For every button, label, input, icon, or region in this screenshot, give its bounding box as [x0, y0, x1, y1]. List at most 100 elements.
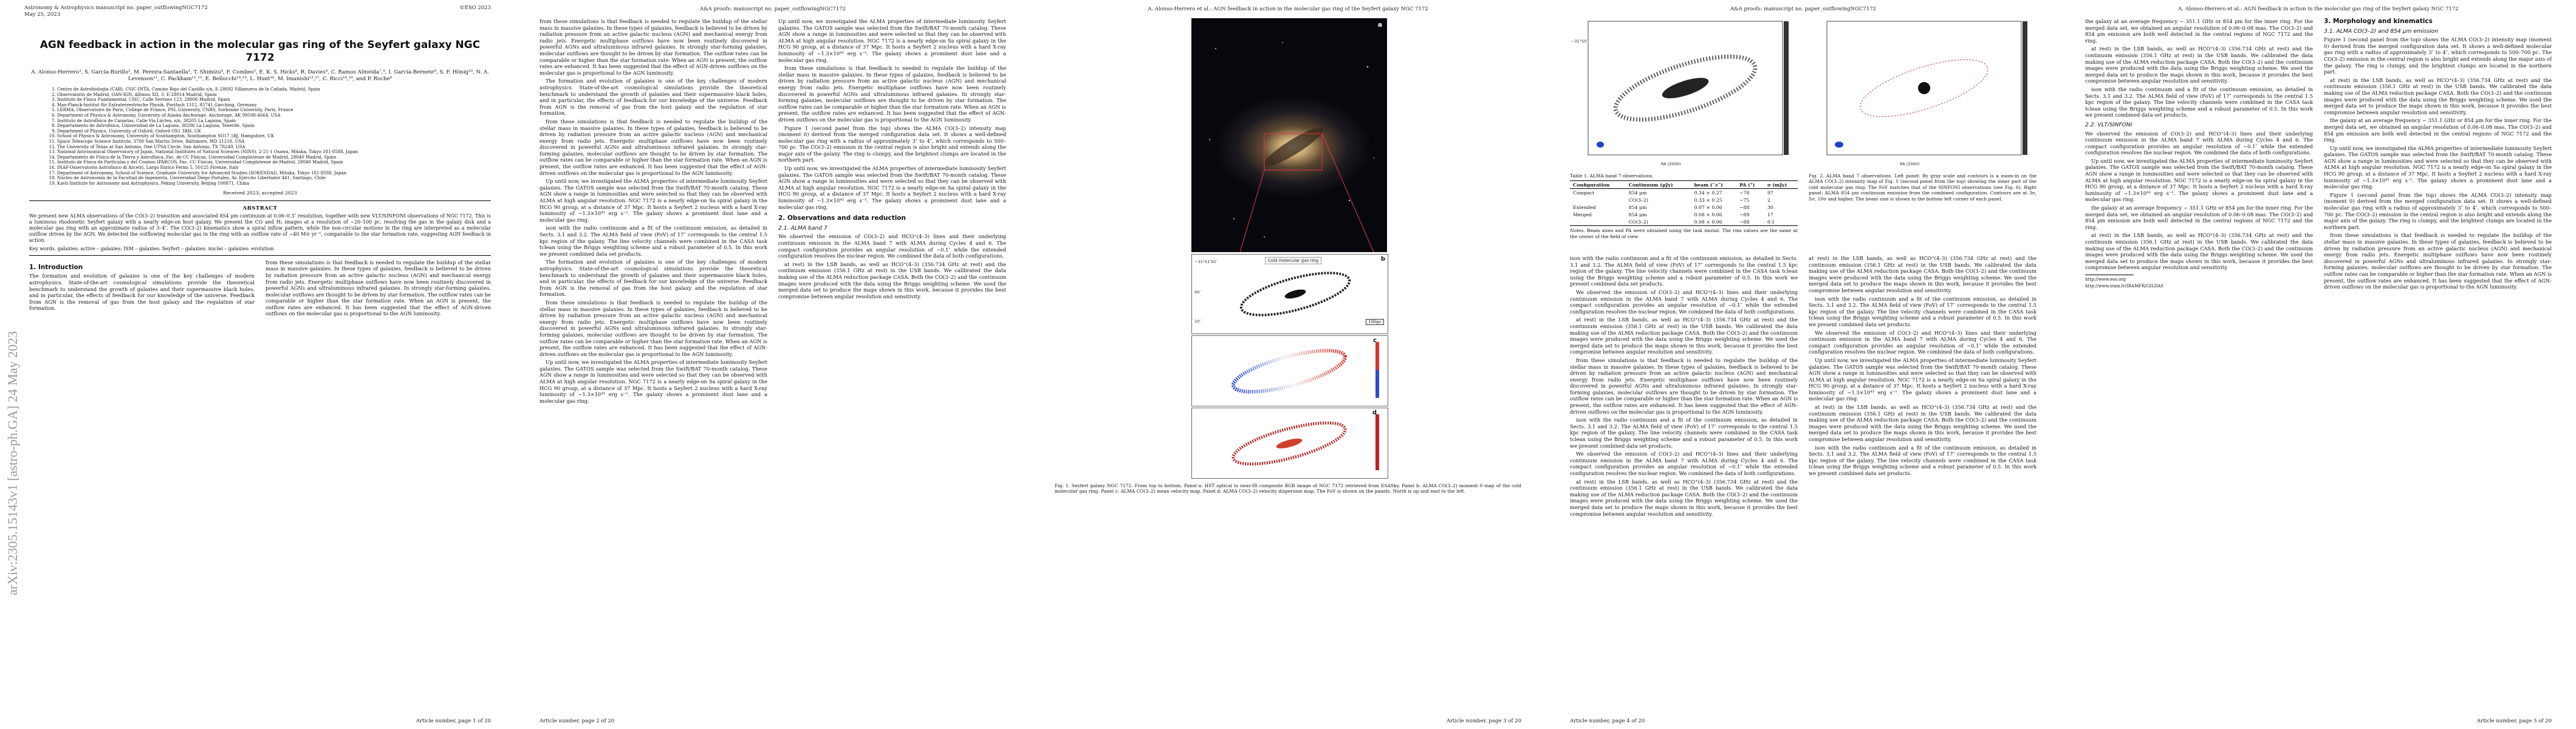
svg-text:00″: 00″ [1194, 290, 1201, 295]
table-cell: 854 μm [1628, 190, 1647, 196]
page4-right-column: at rest) in the LSB bands, as well as HC… [1809, 255, 2036, 479]
table-row: Extended 854 μm 0.07 × 0.06 −88 30 [1570, 204, 1798, 211]
page2-text-e: ison with the radio continuum and a fit … [540, 225, 767, 257]
arxiv-stamp: arXiv:2305.15143v1 [astro-ph.GA] 24 May … [5, 330, 20, 595]
table-cell: 0.1 [1764, 218, 1798, 227]
page-2: A&A proofs: manuscript no. paper_outflow… [515, 0, 1030, 729]
page5-text-c: ison with the radio continuum and a fit … [2085, 86, 2313, 118]
manuscript-date: May 25, 2023 [24, 12, 61, 18]
subsection-alma-heading: 2.1. ALMA band 7 [778, 224, 827, 231]
fig2-left-panel: −31°50′ RA (2000) [1570, 18, 1798, 170]
svg-text:RA (2000): RA (2000) [1900, 162, 1919, 166]
affiliation-item: Departamento de Física de la Tierra y As… [57, 155, 491, 160]
morph-text-b: at rest) in the LSB bands, as well as HC… [2324, 77, 2552, 115]
affiliation-item: Núcleo de Astronomía de la Facultad de I… [57, 176, 491, 181]
page2-text-h: Up until now, we investigated the ALMA p… [540, 359, 767, 404]
page5-text-d: Up until now, we investigated the ALMA p… [2085, 157, 2313, 203]
page-number-3: Article number, page 3 of 20 [1446, 718, 1521, 724]
co-dispersion-panel: d [1191, 408, 1388, 479]
page1-header: Astronomy & Astrophysics manuscript no. … [24, 5, 491, 18]
table-cell: −75 [1739, 197, 1750, 203]
page-3: A. Alonso-Herrero et al.: AGN feedback i… [1030, 0, 1546, 729]
intro-text: The formation and evolution of galaxies … [29, 273, 255, 312]
page4-text-l: at rest) in the LSB bands, as well as HC… [1809, 404, 2036, 443]
abstract-heading: ABSTRACT [242, 205, 278, 212]
intro-text-continued: from these simulations is that feedback … [265, 259, 491, 317]
table-row: CO(3–2) 0.33 × 0.25 −75 2 [1570, 196, 1798, 204]
page4-text-b: We observed the emission of CO(3–2) and … [1570, 289, 1798, 315]
page5-text-a: the galaxy at an average frequency ~ 351… [2085, 18, 2313, 44]
sinfoni-text: We observed the emission of CO(3–2) and … [2085, 130, 2313, 156]
affiliation-item: Departamento de Astrofísica, Universidad… [57, 123, 491, 129]
table-cell: 2 [1767, 197, 1770, 203]
th-pa: PA (°) [1736, 180, 1764, 190]
table-cell: 0.34 × 0.27 [1694, 190, 1722, 196]
page2-text-k: Figure 1 (second panel from the top) sho… [778, 125, 1006, 163]
co-moment0-panel: −31°51′50″ 00″ 10″ Cold molecular gas ri… [1191, 254, 1388, 334]
affiliation-item: Max-Planck-Institut für Extraterrestrisc… [57, 103, 491, 108]
table-cell: CO(3–2) [1625, 218, 1691, 227]
page4-text-m: ison with the radio continuum and a fit … [1809, 444, 2036, 476]
page4-text-g: at rest) in the LSB bands, as well as HC… [1570, 478, 1798, 517]
running-head-2: A&A proofs: manuscript no. paper_outflow… [699, 6, 846, 12]
page4-left-column: ison with the radio continuum and a fit … [1570, 255, 1798, 519]
table-cell: Merged [1573, 211, 1592, 217]
page-number-4: Article number, page 4 of 20 [1570, 718, 1645, 724]
svg-text:−31°51′50″: −31°51′50″ [1194, 259, 1218, 264]
figure-2-caption: Fig. 2. ALMA band 7 observations. Left p… [1809, 173, 2036, 202]
page4-text-d: from these simulations is that feedback … [1570, 357, 1798, 415]
page4-text-a: ison with the radio continuum and a fit … [1570, 255, 1798, 287]
affiliation-item: Instituto de Física de Partículas y del … [57, 160, 491, 165]
table-cell: −88 [1736, 218, 1764, 227]
zoom-box [1264, 133, 1323, 171]
page-1: arXiv:2305.15143v1 [astro-ph.GA] 24 May … [0, 0, 515, 729]
page2-text-i: Up until now, we investigated the ALMA p… [778, 18, 1006, 63]
scale-bar: 180pc [1366, 319, 1384, 325]
panel-label-a: a [1377, 21, 1382, 29]
table-cell: −89 [1739, 211, 1750, 217]
page4-text-f: We observed the emission of CO(3–2) and … [1570, 451, 1798, 476]
page5-left-column: the galaxy at an average frequency ~ 351… [2085, 18, 2313, 289]
fig2-right-panel: RA (2000) [1809, 18, 2036, 170]
table-1-caption: Table 1. ALMA band 7 observations. [1570, 173, 1654, 179]
affiliation-item: Centro de Astrobiología (CAB), CSIC-INTA… [57, 87, 491, 92]
affiliation-item: The University of Texas at San Antonio, … [57, 145, 491, 150]
section-obs-heading: 2. Observations and data reduction [778, 214, 906, 222]
zoom-line-right [1321, 133, 1374, 252]
zoom-line-left [1239, 169, 1265, 252]
page-number-2: Article number, page 2 of 20 [540, 718, 615, 724]
affiliation-item: National Astronomical Observatory of Jap… [57, 149, 491, 155]
table-cell: Extended [1573, 204, 1596, 210]
table-cell [1570, 196, 1626, 204]
table-cell: −88 [1739, 204, 1750, 210]
svg-text:10″: 10″ [1194, 319, 1201, 324]
morph-text-d: Up until now, we investigated the ALMA p… [2324, 145, 2552, 190]
panel-label-b: b [1380, 256, 1385, 262]
morph-text-e: Figure 1 (second panel from the top) sho… [2324, 191, 2552, 230]
keywords: Key words. galaxies: active – galaxies: … [29, 245, 274, 252]
morph-text-c: the galaxy at an average frequency ~ 351… [2324, 117, 2552, 143]
th-config: Configuration [1570, 180, 1626, 190]
abstract-text: We present new ALMA observations of the … [29, 213, 491, 243]
copyright: ©ESO 2023 [459, 5, 491, 11]
table-row: Compact 854 μm 0.34 × 0.27 −78 97 [1570, 189, 1798, 197]
ring-label: Cold molecular gas ring [1265, 257, 1322, 264]
table-cell: 854 μm [1628, 211, 1647, 217]
journal-name: Astronomy & Astrophysics manuscript no. … [24, 5, 208, 11]
table-cell: Compact [1573, 190, 1595, 196]
page-number-1: Article number, page 1 of 20 [416, 718, 491, 724]
panel-label-d: d [1372, 409, 1377, 416]
alma-obs-text: We observed the emission of CO(3–2) and … [778, 233, 1006, 259]
page2-text-a: from these simulations is that feedback … [540, 18, 767, 76]
affiliation-item: Department of Astronomy, School of Scien… [57, 171, 491, 176]
table-cell [1570, 218, 1626, 227]
page4-text-k: Up until now, we investigated the ALMA p… [1809, 357, 2036, 402]
page2-right-column: Up until now, we investigated the ALMA p… [778, 18, 1006, 301]
table-cell: 0.33 × 0.25 [1694, 197, 1722, 203]
figure-1-caption: Fig. 1. Seyfert galaxy NGC 7172. From to… [1055, 483, 1521, 495]
table-cell: 0.08 × 0.06 [1694, 211, 1722, 217]
affiliation-item: Instituto de Astrofísica de Canarias, Ca… [57, 118, 491, 124]
th-sigma: σ (mJy) [1764, 180, 1798, 190]
affiliation-item: Instituto de Física Fundamental, CSIC, C… [57, 97, 491, 103]
paper-title: AGN feedback in action in the molecular … [39, 39, 481, 64]
